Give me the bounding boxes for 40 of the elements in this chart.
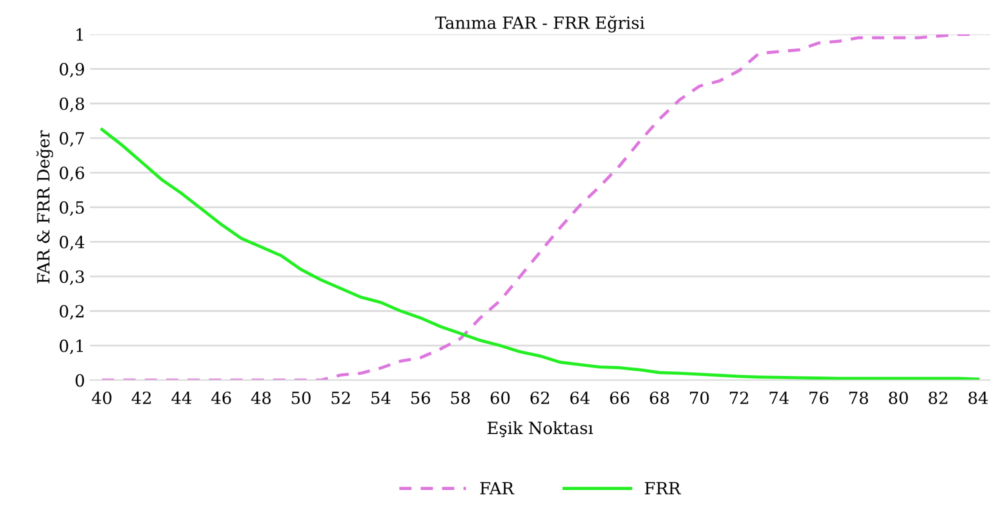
x-tick-label: 52 bbox=[332, 392, 350, 404]
x-tick-label: 68 bbox=[650, 392, 669, 404]
x-tick-label: 56 bbox=[411, 392, 430, 404]
y-tick-label: 0,4 bbox=[60, 236, 84, 250]
x-tick-label: 40 bbox=[92, 392, 112, 404]
chart-title: Tanıma FAR - FRR Eğrisi bbox=[435, 16, 644, 32]
y-tick-label: 0,6 bbox=[60, 166, 84, 182]
x-tick-label: 78 bbox=[849, 392, 868, 404]
x-tick-label: 82 bbox=[928, 392, 948, 404]
x-tick-label: 44 bbox=[172, 392, 192, 404]
x-tick-label: 48 bbox=[251, 392, 271, 404]
x-tick-label: 60 bbox=[490, 392, 510, 404]
x-tick-label: 84 bbox=[968, 392, 988, 404]
x-tick-label: 62 bbox=[530, 392, 549, 404]
x-tick-label: 46 bbox=[211, 392, 231, 404]
x-axis-title: Eşik Noktası bbox=[488, 421, 593, 438]
legend-label: FAR bbox=[480, 482, 514, 494]
y-tick-label: 0,2 bbox=[60, 304, 84, 320]
y-axis-title: FAR & FRR Değer bbox=[36, 130, 54, 284]
y-tick-label: 0,1 bbox=[60, 340, 83, 354]
y-tick-label: 1 bbox=[76, 28, 83, 41]
x-tick-label: 80 bbox=[888, 392, 908, 404]
y-tick-label: 0,8 bbox=[60, 97, 84, 112]
x-tick-label: 76 bbox=[810, 392, 828, 404]
line-series bbox=[100, 128, 980, 380]
y-tick-label: 0,5 bbox=[60, 201, 84, 216]
x-tick-label: 66 bbox=[610, 392, 630, 404]
x-tick-label: 54 bbox=[372, 392, 390, 404]
x-tick-label: 50 bbox=[292, 392, 311, 404]
x-tick-label: 74 bbox=[770, 392, 789, 404]
y-tick-label: 0,9 bbox=[60, 62, 84, 78]
x-tick-label: 72 bbox=[730, 392, 748, 404]
y-tick-label: 0,3 bbox=[60, 270, 84, 286]
y-tick-label: 0 bbox=[76, 374, 84, 387]
x-tick-label: 58 bbox=[451, 392, 470, 404]
x-tick-label: 70 bbox=[690, 392, 709, 404]
legend-label: FRR bbox=[644, 482, 682, 494]
x-tick-label: 42 bbox=[132, 392, 151, 404]
y-tick-label: 0,7 bbox=[60, 132, 84, 147]
x-tick-label: 64 bbox=[570, 392, 590, 404]
